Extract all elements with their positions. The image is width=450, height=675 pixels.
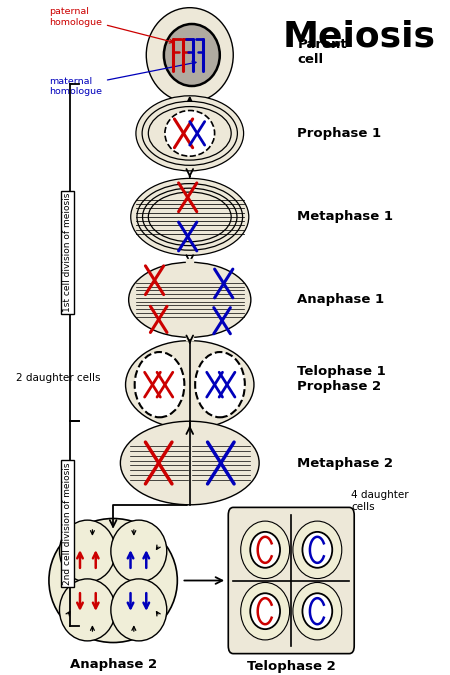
Ellipse shape: [165, 111, 215, 156]
Ellipse shape: [137, 184, 243, 250]
Ellipse shape: [135, 352, 184, 417]
Ellipse shape: [293, 583, 342, 640]
Text: 4 daughter
cells: 4 daughter cells: [351, 490, 409, 512]
Ellipse shape: [136, 96, 243, 171]
Ellipse shape: [49, 518, 177, 643]
Text: Prophase 1: Prophase 1: [297, 127, 382, 140]
Ellipse shape: [250, 532, 280, 568]
Ellipse shape: [302, 593, 332, 629]
Ellipse shape: [302, 532, 332, 568]
Ellipse shape: [111, 579, 167, 641]
Ellipse shape: [148, 107, 231, 160]
Ellipse shape: [241, 583, 290, 640]
Ellipse shape: [131, 178, 249, 255]
Text: Telophase 1
Prophase 2: Telophase 1 Prophase 2: [297, 365, 386, 394]
Text: Meiosis: Meiosis: [283, 19, 436, 53]
Text: 2nd cell division of meiosis: 2nd cell division of meiosis: [63, 462, 72, 585]
Ellipse shape: [148, 192, 231, 242]
Ellipse shape: [129, 263, 251, 338]
Ellipse shape: [164, 24, 220, 86]
Ellipse shape: [195, 352, 245, 417]
Ellipse shape: [121, 421, 259, 505]
Ellipse shape: [250, 593, 280, 629]
Ellipse shape: [241, 521, 290, 578]
Ellipse shape: [146, 7, 233, 103]
Ellipse shape: [143, 188, 237, 246]
Ellipse shape: [293, 521, 342, 578]
Text: Metaphase 1: Metaphase 1: [297, 211, 393, 223]
Text: 2 daughter cells: 2 daughter cells: [16, 373, 101, 383]
Text: paternal
homologue: paternal homologue: [49, 7, 173, 43]
Text: maternal
homologue: maternal homologue: [49, 61, 196, 96]
FancyBboxPatch shape: [228, 508, 354, 653]
Ellipse shape: [142, 101, 238, 165]
Ellipse shape: [59, 520, 115, 582]
Text: Telophase 2: Telophase 2: [247, 660, 336, 673]
Text: Parent
cell: Parent cell: [297, 38, 347, 66]
Ellipse shape: [59, 579, 115, 641]
Text: Metaphase 2: Metaphase 2: [297, 456, 393, 470]
Ellipse shape: [111, 520, 167, 582]
Text: Anaphase 1: Anaphase 1: [297, 294, 385, 306]
Ellipse shape: [126, 341, 254, 429]
Text: Anaphase 2: Anaphase 2: [70, 657, 157, 670]
Text: 1st cell division of meiosis: 1st cell division of meiosis: [63, 193, 72, 312]
